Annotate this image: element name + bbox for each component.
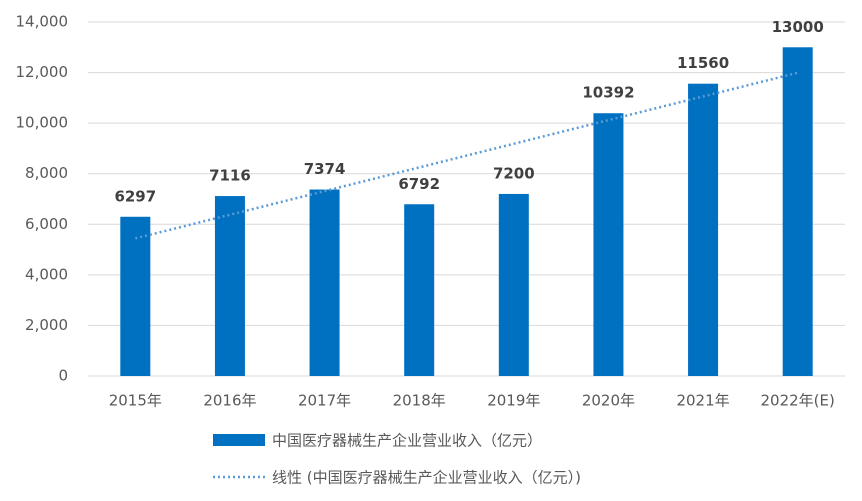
y-tick-label: 6,000 bbox=[25, 215, 68, 233]
x-tick-label: 2016年 bbox=[203, 392, 256, 410]
legend-swatch bbox=[213, 434, 265, 446]
y-tick-label: 14,000 bbox=[16, 13, 69, 31]
legend-label: 线性 (中国医疗器械生产企业营业收入（亿元）) bbox=[272, 469, 581, 487]
x-tick-label: 2021年 bbox=[676, 392, 729, 410]
value-label: 7200 bbox=[493, 164, 535, 182]
legend-label: 中国医疗器械生产企业营业收入（亿元） bbox=[272, 432, 542, 450]
y-tick-label: 8,000 bbox=[25, 164, 68, 182]
x-tick-label: 2022年(E) bbox=[761, 392, 835, 410]
x-tick-label: 2020年 bbox=[582, 392, 635, 410]
y-tick-label: 10,000 bbox=[16, 114, 69, 132]
bar bbox=[404, 204, 435, 376]
value-label: 6297 bbox=[114, 187, 156, 205]
bar bbox=[593, 113, 624, 376]
value-label: 11560 bbox=[677, 54, 729, 72]
y-tick-label: 2,000 bbox=[25, 316, 68, 334]
y-tick-label: 4,000 bbox=[25, 265, 68, 283]
y-tick-label: 0 bbox=[58, 367, 68, 385]
x-tick-label: 2017年 bbox=[298, 392, 351, 410]
bar bbox=[498, 193, 529, 376]
value-label: 6792 bbox=[398, 175, 440, 193]
value-label: 13000 bbox=[772, 18, 824, 36]
value-label: 7374 bbox=[304, 160, 346, 178]
value-label: 10392 bbox=[582, 84, 634, 102]
bar bbox=[120, 216, 151, 376]
bar bbox=[214, 196, 245, 376]
x-tick-label: 2018年 bbox=[393, 392, 446, 410]
value-label: 7116 bbox=[209, 167, 251, 185]
bar bbox=[688, 83, 719, 376]
bar bbox=[782, 47, 813, 377]
x-tick-label: 2015年 bbox=[109, 392, 162, 410]
x-tick-label: 2019年 bbox=[487, 392, 540, 410]
bar bbox=[309, 189, 340, 376]
trend-line bbox=[135, 71, 798, 240]
y-tick-label: 12,000 bbox=[16, 63, 69, 81]
